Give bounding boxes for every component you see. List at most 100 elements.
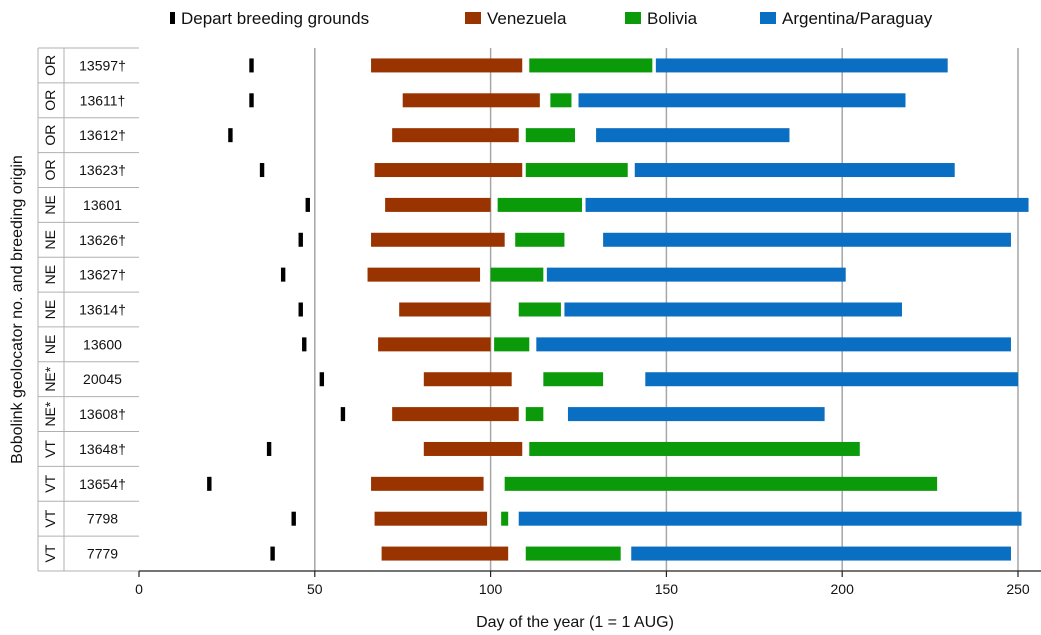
row-origin-label: OR: [42, 55, 58, 76]
bar-venezuela: [371, 58, 523, 73]
x-tick-label: 100: [479, 581, 503, 597]
bar-venezuela: [402, 93, 540, 108]
row-origin-label: VT: [42, 474, 58, 492]
depart-marker: [266, 441, 272, 456]
bar-bolivia: [515, 232, 565, 247]
bar-venezuela: [392, 128, 519, 143]
row-id-label: 13623†: [79, 162, 126, 178]
row-origin-label: NE*: [42, 401, 58, 426]
bar-venezuela: [399, 302, 491, 317]
bar-venezuela: [371, 476, 484, 491]
bar-argentina: [585, 197, 1029, 212]
bar-venezuela: [423, 441, 523, 456]
row-id-label: 13600: [83, 336, 122, 352]
bar-argentina: [518, 511, 1022, 526]
y-axis-title: Bobolink geolocator no. and breeding ori…: [9, 155, 26, 464]
row-origin-label: OR: [42, 90, 58, 111]
depart-marker: [270, 546, 275, 561]
bar-bolivia: [550, 93, 572, 108]
depart-marker: [291, 511, 296, 526]
row-id-label: 7779: [87, 546, 118, 562]
bar-bolivia: [529, 441, 860, 456]
depart-marker: [207, 476, 212, 491]
legend: Depart breeding grounds Venezuela Bolivia A…: [170, 9, 933, 28]
row-id-label: 13608†: [79, 406, 126, 422]
bar-venezuela: [392, 407, 519, 422]
bar-bolivia: [504, 476, 938, 491]
x-tick-label: 0: [135, 581, 143, 597]
depart-marker: [302, 337, 307, 352]
row-id-label: 20045: [83, 371, 122, 387]
bar-argentina: [631, 546, 1011, 561]
x-tick-label: 150: [655, 581, 679, 597]
bar-bolivia: [497, 197, 583, 212]
row-id-label: 13626†: [79, 232, 126, 248]
depart-marker: [280, 267, 286, 282]
row-origin-label: OR: [42, 125, 58, 146]
row-origin-label: NE: [42, 195, 58, 214]
depart-marker: [249, 93, 254, 108]
row-origin-label: NE: [42, 300, 58, 319]
bar-bolivia: [494, 337, 530, 352]
bar-argentina: [578, 93, 906, 108]
legend-swatch-bolivia: [625, 12, 641, 24]
bar-bolivia: [525, 407, 544, 422]
bar-bolivia: [543, 372, 604, 387]
bar-bolivia: [490, 267, 544, 282]
bar-venezuela: [378, 337, 491, 352]
row-label-frame: [37, 47, 139, 572]
row-id-label: 13612†: [79, 127, 126, 143]
x-tick-label: 50: [307, 581, 323, 597]
bar-argentina: [634, 163, 955, 178]
row-id-label: 13614†: [79, 302, 126, 318]
depart-marker: [298, 232, 303, 247]
row-origin-label: NE: [42, 335, 58, 354]
row-id-label: 13597†: [79, 57, 126, 73]
bar-argentina: [596, 128, 790, 143]
row-origin-label: NE: [42, 230, 58, 249]
depart-marker: [298, 302, 303, 317]
bar-argentina: [567, 407, 825, 422]
legend-swatch-venezuela: [465, 12, 481, 24]
bar-venezuela: [423, 372, 512, 387]
bar-bolivia: [518, 302, 561, 317]
bar-venezuela: [367, 267, 481, 282]
bar-venezuela: [385, 197, 491, 212]
row-id-label: 13654†: [79, 476, 126, 492]
x-axis: 0 50 100 150 200 250: [135, 570, 1041, 597]
bar-argentina: [564, 302, 902, 317]
row-id-label: 13601: [83, 197, 122, 213]
legend-label-bolivia: Bolivia: [647, 9, 698, 28]
depart-marker: [259, 163, 265, 178]
row-id-label: 13627†: [79, 267, 126, 283]
legend-swatch-argentina: [760, 12, 776, 24]
bar-venezuela: [374, 163, 523, 178]
bar-bolivia: [525, 128, 575, 143]
bar-argentina: [536, 337, 1011, 352]
x-tick-label: 250: [1006, 581, 1030, 597]
row-labels: OR 13597† OR 13611† OR 13612† OR 13623† NE 13601 N…: [42, 55, 126, 563]
bar-bolivia: [525, 546, 621, 561]
row-origin-label: NE: [42, 265, 58, 284]
bar-argentina: [546, 267, 846, 282]
depart-marker: [340, 407, 346, 422]
x-tick-label: 200: [831, 581, 855, 597]
depart-marker: [228, 128, 233, 143]
depart-marker: [305, 197, 310, 212]
depart-marker: [249, 58, 254, 73]
bar-venezuela: [374, 511, 488, 526]
legend-swatch-depart: [170, 12, 175, 24]
bar-bolivia: [525, 163, 628, 178]
bar-argentina: [645, 372, 1018, 387]
depart-marker: [319, 372, 325, 387]
x-axis-title: Day of the year (1 = 1 AUG): [476, 614, 674, 631]
row-origin-label: OR: [42, 160, 58, 181]
bars: [207, 58, 1029, 561]
bar-argentina: [603, 232, 1011, 247]
row-id-label: 13611†: [80, 92, 126, 108]
bar-venezuela: [381, 546, 509, 561]
row-origin-label: VT: [42, 509, 58, 527]
bar-venezuela: [371, 232, 505, 247]
legend-label-depart: Depart breeding grounds: [181, 9, 369, 28]
row-origin-label: VT: [42, 440, 58, 458]
